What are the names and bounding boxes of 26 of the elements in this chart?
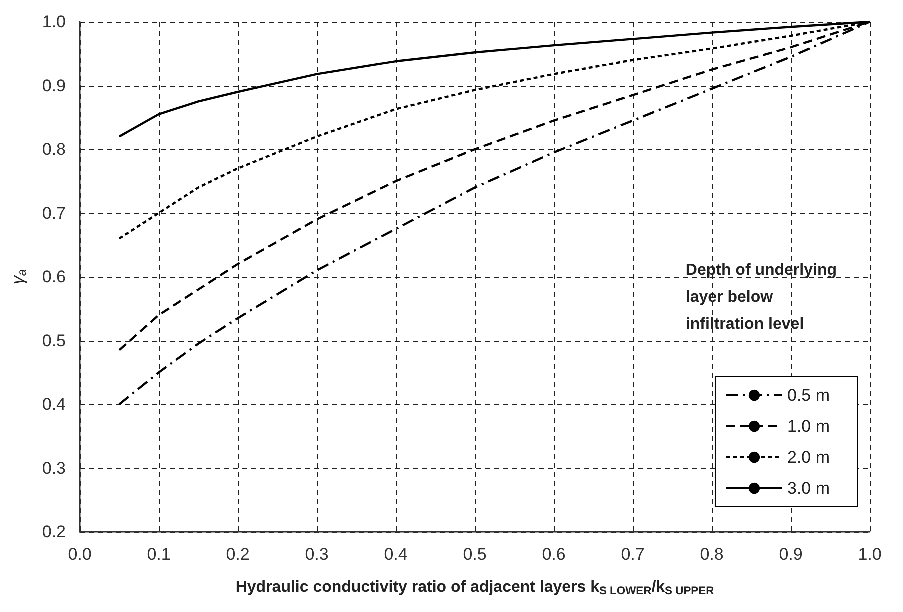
y-tick-label: 1.0 <box>42 12 66 32</box>
y-tick-label: 0.5 <box>42 331 66 350</box>
legend-title: Depth of underlying layer below infiltration level <box>686 262 838 333</box>
legend-label: 3.0 m <box>787 479 830 498</box>
y-tick-label: 0.8 <box>42 140 66 159</box>
y-tick-label: 0.7 <box>42 204 66 223</box>
x-tick-label: 0.4 <box>384 545 408 564</box>
x-tick-label: 0.7 <box>621 545 645 564</box>
x-tick-label: 1.0 <box>858 545 882 564</box>
x-tick-label: 0.9 <box>779 545 803 564</box>
y-tick-label: 0.2 <box>42 522 66 542</box>
x-tick-label: 0.8 <box>700 545 724 564</box>
x-tick-label: 0.3 <box>305 545 329 564</box>
y-tick-label: 0.6 <box>42 268 66 286</box>
legend-label: 0.5 m <box>787 386 830 405</box>
y-axis-title: γa <box>8 269 29 285</box>
x-tick-label: 0.1 <box>147 545 171 564</box>
y-tick-label: 0.9 <box>42 76 66 96</box>
x-tick-label: 0.6 <box>542 545 566 564</box>
x-tick-label: 0.0 <box>68 545 92 564</box>
legend-label: 1.0 m <box>787 417 830 436</box>
legend-label: 2.0 m <box>787 448 830 467</box>
y-tick-label: 0.3 <box>42 458 66 478</box>
x-tick-label: 0.2 <box>226 545 250 564</box>
x-tick-label: 0.5 <box>463 545 487 564</box>
y-tick-label: 0.4 <box>42 395 66 414</box>
